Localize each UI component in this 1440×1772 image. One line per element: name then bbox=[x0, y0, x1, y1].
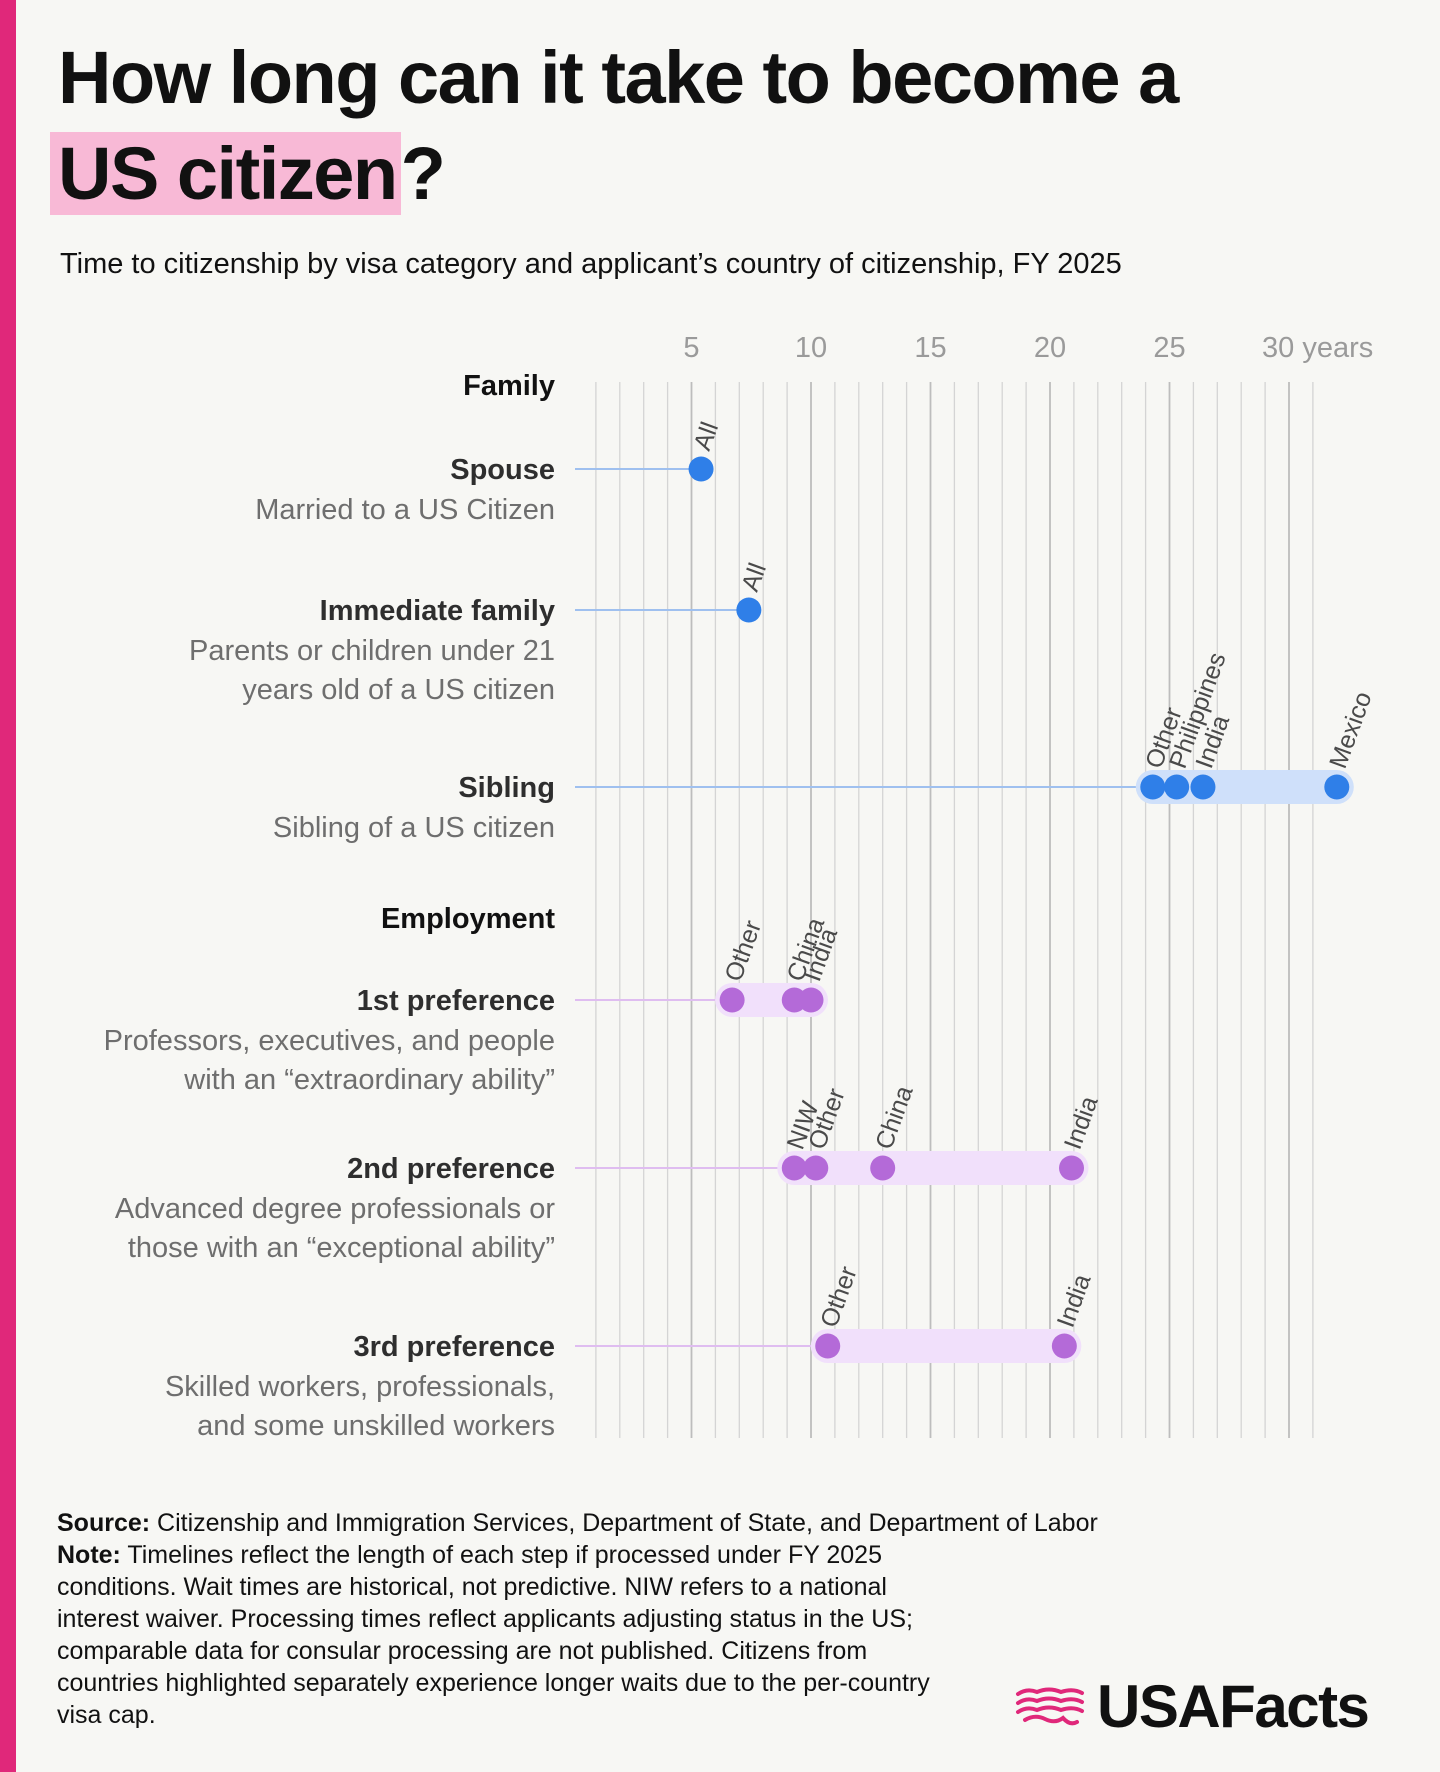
x-tick-label: 30 years bbox=[1262, 332, 1373, 364]
row-description: and some unskilled workers bbox=[197, 1410, 555, 1442]
data-point-label: Mexico bbox=[1324, 688, 1377, 772]
data-point-label: All bbox=[736, 559, 772, 595]
x-tick-label: 25 bbox=[1153, 332, 1185, 364]
x-axis-ticks: 5 10 15 20 25 30 years bbox=[683, 332, 1373, 364]
row-label: 2nd preference bbox=[347, 1153, 555, 1185]
x-tick-label: 15 bbox=[914, 332, 946, 364]
data-point bbox=[803, 1155, 829, 1181]
data-point bbox=[1324, 774, 1350, 800]
row-description: Professors, executives, and people bbox=[104, 1025, 555, 1057]
accent-bar bbox=[0, 0, 16, 1772]
row-label: 3rd preference bbox=[354, 1331, 556, 1363]
data-point bbox=[815, 1333, 841, 1359]
title-suffix: ? bbox=[400, 132, 446, 215]
row-description: Parents or children under 21 bbox=[189, 635, 555, 667]
data-point-label: Other bbox=[719, 917, 767, 985]
usafacts-logo: USAFacts bbox=[1015, 1672, 1370, 1741]
chart-subtitle: Time to citizenship by visa category and… bbox=[60, 248, 1122, 280]
source-line: Source: Citizenship and Immigration Serv… bbox=[57, 1507, 1237, 1539]
gridlines bbox=[595, 382, 1314, 1438]
x-tick-label: 5 bbox=[683, 332, 699, 364]
data-point bbox=[736, 597, 762, 623]
page-title: How long can it take to become a US citiz… bbox=[50, 30, 1398, 222]
data-point-label: Other bbox=[815, 1263, 863, 1331]
data-point bbox=[719, 987, 745, 1013]
row-description: years old of a US citizen bbox=[242, 674, 555, 706]
row-description: Advanced degree professionals or bbox=[115, 1193, 555, 1225]
note-text: Timelines reflect the length of each ste… bbox=[57, 1541, 930, 1729]
row-spouse: Spouse Married to a US Citizen All bbox=[255, 418, 724, 526]
data-point bbox=[688, 456, 714, 482]
row-3rd-preference: 3rd preference Skilled workers, professio… bbox=[165, 1263, 1097, 1442]
logo-text: USAFacts bbox=[1097, 1673, 1370, 1740]
row-label: Immediate family bbox=[320, 595, 555, 627]
source-text: Citizenship and Immigration Services, De… bbox=[157, 1509, 1098, 1537]
group-label: Employment bbox=[381, 903, 555, 935]
title-part1: How long can it take to become a bbox=[58, 36, 1179, 119]
row-1st-preference: 1st preference Professors, executives, an… bbox=[104, 914, 844, 1096]
dot-range-chart: 5 10 15 20 25 30 years Family Spouse Married to … bbox=[104, 332, 1378, 1442]
x-tick-label: 20 bbox=[1034, 332, 1066, 364]
note-label: Note: bbox=[57, 1541, 121, 1569]
row-immediate-family: Immediate family Parents or children unde… bbox=[189, 559, 772, 706]
data-point-label: China bbox=[870, 1082, 919, 1153]
row-label: Spouse bbox=[450, 454, 555, 486]
row-2nd-preference: 2nd preference Advanced degree profession… bbox=[115, 1082, 1104, 1264]
data-point bbox=[1190, 774, 1216, 800]
title-highlight: US citizen bbox=[50, 132, 401, 215]
row-description: Married to a US Citizen bbox=[255, 494, 555, 526]
source-label: Source: bbox=[57, 1509, 151, 1537]
row-description: Skilled workers, professionals, bbox=[165, 1371, 555, 1403]
data-point-label: India bbox=[1052, 1270, 1097, 1331]
group-label: Family bbox=[463, 370, 555, 402]
x-tick-label: 10 bbox=[795, 332, 827, 364]
row-label: 1st preference bbox=[357, 985, 555, 1017]
chart-footer: Source: Citizenship and Immigration Serv… bbox=[57, 1507, 1237, 1731]
data-point bbox=[798, 987, 824, 1013]
row-description: those with an “exceptional ability” bbox=[128, 1232, 555, 1264]
row-description: Sibling of a US citizen bbox=[273, 812, 555, 844]
usa-map-flag-icon bbox=[1016, 1687, 1084, 1725]
note-line: Note: Timelines reflect the length of ea… bbox=[57, 1539, 957, 1731]
data-point-label: India bbox=[1059, 1092, 1104, 1153]
data-point bbox=[870, 1155, 896, 1181]
row-description: with an “extraordinary ability” bbox=[183, 1064, 555, 1096]
data-point-label: All bbox=[688, 418, 724, 454]
data-point bbox=[1140, 774, 1166, 800]
data-point bbox=[1059, 1155, 1085, 1181]
data-point bbox=[781, 1155, 807, 1181]
data-point bbox=[1051, 1333, 1077, 1359]
group-employment: Employment 1st preference Professors, exec… bbox=[104, 903, 1104, 1442]
data-point bbox=[1164, 774, 1190, 800]
row-label: Sibling bbox=[458, 772, 555, 804]
